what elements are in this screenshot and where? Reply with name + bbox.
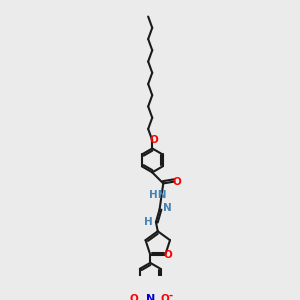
Text: O: O	[173, 177, 182, 187]
Text: O: O	[150, 135, 158, 145]
Text: O: O	[164, 250, 172, 260]
Text: HN: HN	[149, 190, 166, 200]
Text: H: H	[144, 217, 153, 227]
Text: O: O	[160, 294, 169, 300]
Text: O: O	[129, 294, 138, 300]
Text: -: -	[168, 291, 172, 300]
Text: N: N	[163, 203, 171, 213]
Text: N: N	[146, 294, 155, 300]
